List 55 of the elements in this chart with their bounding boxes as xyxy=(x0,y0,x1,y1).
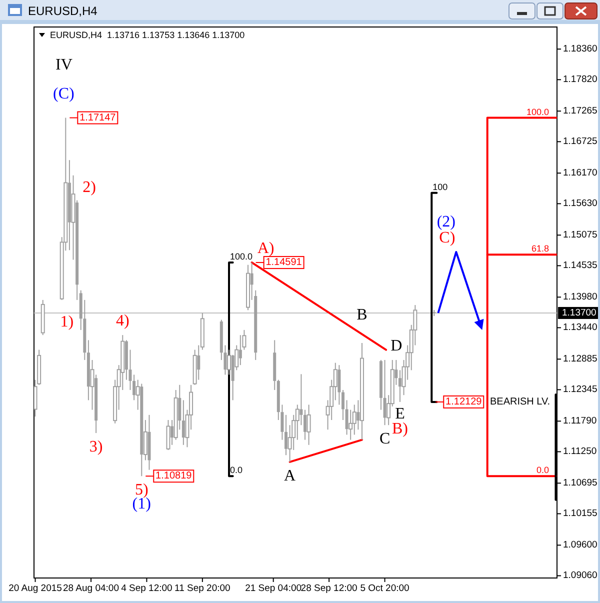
y-tick-label: 1.17265 xyxy=(563,106,598,117)
annotation: E xyxy=(395,405,405,422)
annotation: D xyxy=(390,337,402,354)
annotation: 100.0 xyxy=(526,106,549,117)
x-tick-label: 28 Aug 04:00 xyxy=(62,583,119,594)
annotation: BEARISH LV. xyxy=(490,396,550,408)
annotation: (C) xyxy=(52,85,74,102)
y-tick-label: 1.18360 xyxy=(563,44,598,55)
x-tick-label: 5 Oct 20:00 xyxy=(360,583,410,594)
x-tick-label: 11 Sep 20:00 xyxy=(174,583,230,594)
annotation: A xyxy=(284,467,296,484)
y-tick-label: 1.15630 xyxy=(563,198,598,210)
annotation: 5) xyxy=(134,482,148,499)
x-tick-label: 20 Aug 2015 xyxy=(8,583,62,594)
annotation: 4) xyxy=(116,312,130,330)
annotation: 1.10819 xyxy=(156,470,192,482)
y-tick-label: 1.14535 xyxy=(563,260,598,272)
y-tick-label: 1.15075 xyxy=(563,230,598,241)
annotation: C xyxy=(379,430,390,448)
annotation: 1.12129 xyxy=(446,396,482,408)
y-tick-label: 1.13440 xyxy=(563,322,598,334)
y-tick-label: 1.10155 xyxy=(563,508,598,520)
x-tick-label: 21 Sep 04:00 xyxy=(245,583,302,594)
annotation: A) xyxy=(257,240,274,258)
annotation: 2) xyxy=(82,178,96,196)
annotation: B xyxy=(356,306,368,324)
annotation: B) xyxy=(392,420,408,438)
annotation: 100.0 xyxy=(230,252,253,262)
annotation: 61.8 xyxy=(531,244,549,254)
annotation: 1.14591 xyxy=(266,257,302,268)
annotation: 1.17147 xyxy=(80,112,116,124)
x-tick-label: 28 Sep 12:00 xyxy=(300,583,358,594)
chart-subtitle: EURUSD,H4 1.13716 1.13753 1.13646 1.13700 xyxy=(50,30,245,40)
annotation: 100 xyxy=(432,182,448,192)
annotation: IV xyxy=(56,56,73,74)
chart-title: EURUSD,H4 xyxy=(28,4,98,18)
y-tick-label: 1.12345 xyxy=(563,384,598,396)
y-tick-label: 1.10695 xyxy=(563,478,598,489)
ref-line-label: 1.13700 xyxy=(562,307,596,318)
y-tick-label: 1.09060 xyxy=(563,570,598,582)
y-tick-label: 1.13980 xyxy=(563,292,598,303)
annotation: 1) xyxy=(60,313,74,330)
y-tick-label: 1.09600 xyxy=(563,540,598,551)
annotation: 3) xyxy=(89,438,103,456)
annotation: (2) xyxy=(436,213,456,230)
y-tick-label: 1.17820 xyxy=(563,74,598,86)
y-tick-label: 1.11250 xyxy=(563,446,597,458)
annotation: 0.0 xyxy=(536,465,549,476)
y-tick-label: 1.16725 xyxy=(563,136,598,148)
y-tick-label: 1.16170 xyxy=(563,168,598,179)
y-tick-label: 1.12885 xyxy=(563,354,598,365)
x-tick-label: 4 Sep 12:00 xyxy=(121,583,172,594)
annotation: C) xyxy=(439,229,456,246)
y-tick-label: 1.11790 xyxy=(563,416,597,427)
annotation: 0.0 xyxy=(230,465,243,476)
